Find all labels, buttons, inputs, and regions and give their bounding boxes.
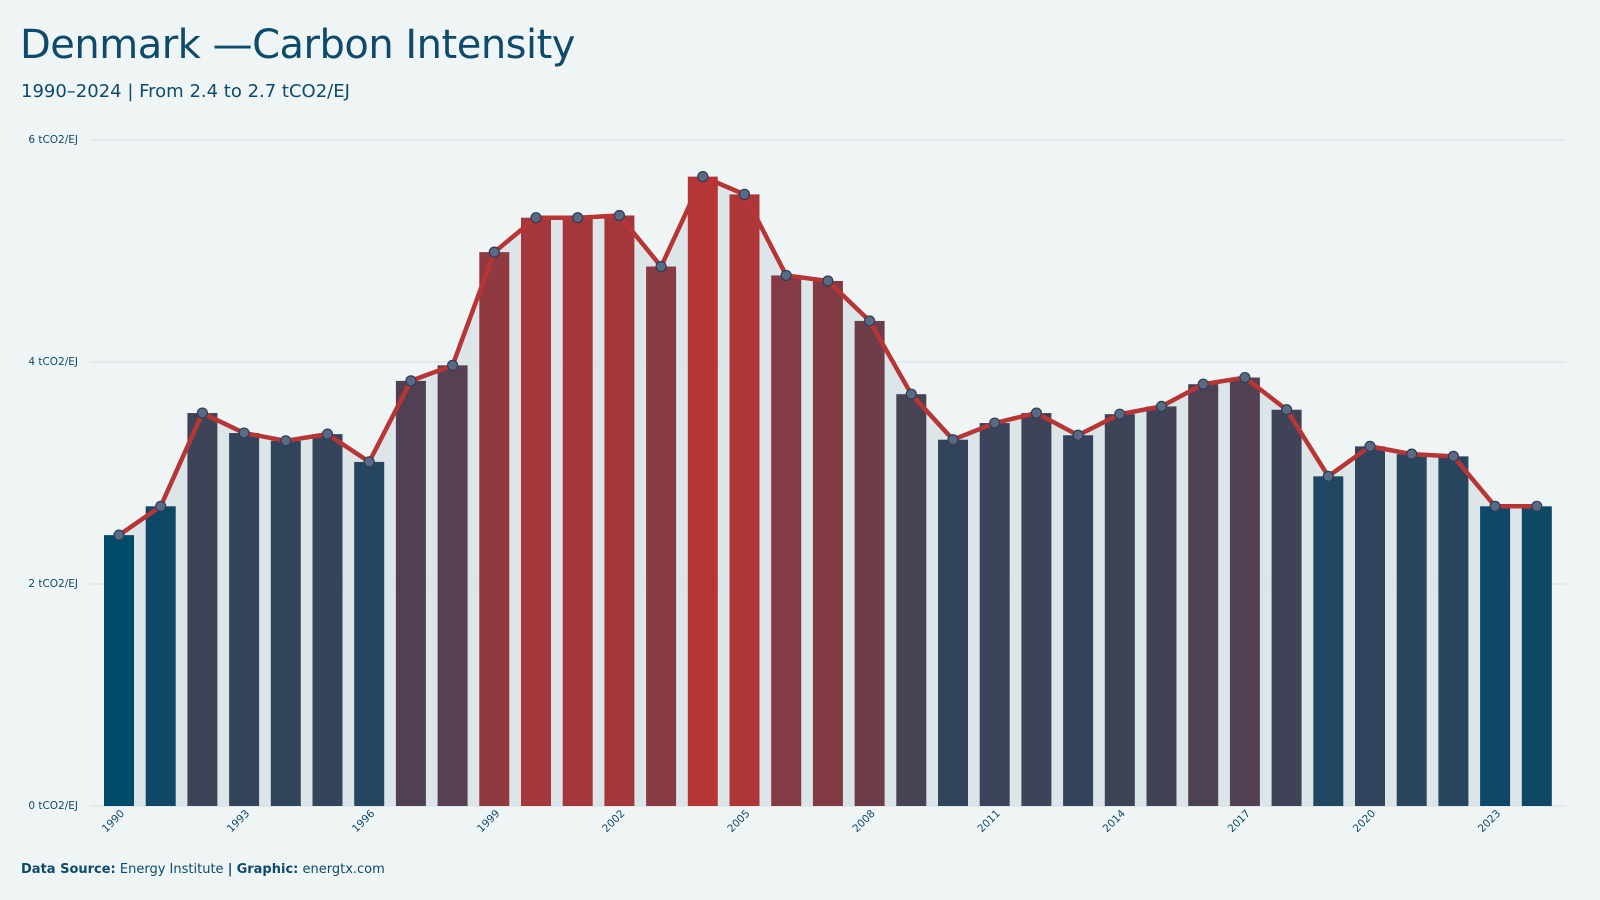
bar — [854, 320, 885, 806]
x-tick-label: 2005 — [725, 808, 752, 835]
bar — [812, 280, 843, 807]
source-label: Data Source: — [21, 862, 116, 877]
data-point — [863, 315, 876, 327]
data-point — [1030, 407, 1043, 419]
graphic-value: energtx.com — [302, 862, 385, 877]
data-point — [530, 212, 542, 224]
data-point — [1155, 400, 1168, 412]
data-point — [613, 209, 626, 222]
data-point — [989, 417, 1001, 429]
data-point — [1489, 500, 1501, 512]
x-tick-label: 2014 — [1101, 807, 1129, 835]
bar — [1355, 446, 1385, 806]
bar — [521, 217, 551, 806]
data-point — [1072, 429, 1084, 441]
data-point — [905, 388, 917, 400]
bar — [187, 413, 218, 806]
bar — [1271, 409, 1302, 806]
bar — [104, 535, 134, 806]
bar — [1438, 456, 1469, 806]
bar — [938, 439, 968, 806]
bar — [1021, 413, 1052, 806]
data-point — [113, 529, 125, 541]
bar — [145, 506, 176, 806]
page-subtitle: 1990–2024 | From 2.4 to 2.7 tCO2/EJ — [21, 81, 350, 102]
data-point — [780, 269, 792, 282]
bar — [1396, 454, 1427, 806]
x-tick-label: 2017 — [1226, 808, 1253, 835]
data-point — [363, 456, 375, 468]
data-point — [1447, 450, 1460, 462]
bar — [1104, 414, 1135, 806]
bar — [562, 217, 593, 806]
x-tick-label: 1996 — [350, 807, 378, 835]
bar — [1188, 384, 1219, 806]
x-tick-label: 2002 — [600, 808, 627, 835]
x-tick-label: 2020 — [1351, 808, 1378, 835]
x-tick-label: 2023 — [1476, 808, 1503, 835]
data-point — [697, 171, 709, 183]
data-point — [1406, 448, 1418, 460]
y-tick-label: 6 tCO2/EJ — [28, 134, 78, 146]
data-point — [447, 359, 459, 371]
source-value: Energy Institute — [119, 862, 224, 877]
bar — [979, 423, 1010, 806]
x-tick-label: 1990 — [100, 808, 127, 835]
bar — [1480, 506, 1511, 806]
y-tick-label: 2 tCO2/EJ — [28, 578, 78, 590]
bar — [896, 394, 927, 806]
bar — [771, 275, 802, 806]
bar — [1229, 377, 1260, 806]
data-point — [321, 428, 334, 440]
data-point — [572, 212, 584, 224]
data-point — [655, 260, 667, 273]
bar — [729, 194, 760, 806]
bar — [1146, 406, 1177, 806]
data-point — [238, 427, 250, 439]
data-point — [1364, 440, 1376, 452]
data-point — [1239, 371, 1251, 384]
y-tick-label: 4 tCO2/EJ — [28, 356, 78, 368]
data-point — [1197, 378, 1209, 390]
bar — [646, 266, 677, 806]
x-tick-label: 2008 — [850, 808, 877, 835]
data-point — [196, 407, 208, 419]
data-point — [405, 375, 417, 387]
bar — [395, 380, 426, 806]
page-title: Denmark —Carbon Intensity — [20, 22, 575, 68]
data-point — [1114, 408, 1126, 420]
data-point — [1531, 500, 1543, 512]
data-point — [1322, 470, 1334, 482]
footer-credits: Data Source: Energy Institute | Graphic:… — [21, 862, 385, 877]
bar — [354, 461, 385, 806]
bar — [312, 434, 343, 806]
y-tick-label: 0 tCO2/EJ — [28, 800, 78, 812]
bar — [229, 433, 260, 806]
data-point — [488, 246, 500, 258]
data-point — [947, 434, 959, 446]
graphic-label: Graphic: — [236, 862, 299, 877]
footer-separator: | — [227, 862, 233, 877]
bar — [270, 440, 301, 806]
bar — [604, 215, 635, 807]
bar — [437, 365, 468, 806]
x-tick-label: 1999 — [475, 808, 502, 835]
data-point — [738, 188, 751, 200]
bar — [479, 252, 510, 807]
x-tick-label: 1993 — [225, 808, 252, 835]
x-tick-label: 2011 — [975, 808, 1002, 835]
data-point — [155, 500, 167, 512]
data-point — [822, 275, 834, 287]
bar — [1313, 476, 1344, 806]
bar — [1521, 506, 1552, 806]
bar — [687, 176, 718, 806]
data-point — [280, 435, 292, 447]
data-point — [1280, 404, 1293, 416]
bar — [1063, 435, 1094, 806]
